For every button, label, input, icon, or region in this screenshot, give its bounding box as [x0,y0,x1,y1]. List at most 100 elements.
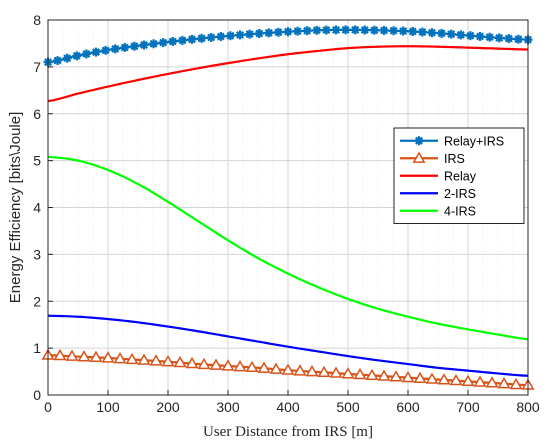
data-point-relay-irs [408,26,418,36]
data-point-relay-irs [513,34,523,44]
data-point-irs [437,373,451,385]
data-point-irs [425,372,439,384]
legend-label-irs: IRS [444,152,465,166]
data-point-relay-irs [139,40,149,50]
data-point-relay-irs [158,38,168,48]
data-point-relay-irs [504,34,514,44]
y-tick-label: 7 [33,59,41,75]
data-point-relay-irs [417,27,427,37]
data-point-irs [185,356,199,369]
data-point-relay-irs [341,25,351,35]
data-point-irs [413,371,427,384]
data-point-relay-irs [485,32,495,42]
data-point-irs [53,348,67,361]
y-tick-label: 0 [33,387,41,403]
data-point-irs [257,361,271,373]
legend-label-2-irs: 2-IRS [444,187,476,201]
data-point-irs [305,364,319,377]
x-tick-label: 500 [336,399,360,415]
data-point-irs [389,370,403,382]
data-point-irs [377,369,391,381]
data-point-irs [281,363,295,375]
x-tick-label: 0 [44,399,52,415]
legend: Relay+IRS IRS Relay 2-IRS 4-IRS [393,127,525,224]
data-point-relay-irs [206,32,216,42]
data-point-relay-irs [177,35,187,45]
series-line-relay [47,45,529,103]
data-point-irs [401,370,415,383]
data-point-irs [125,352,139,365]
data-point-irs [197,357,211,370]
data-point-relay-irs [360,25,370,35]
data-point-relay-irs [456,30,466,40]
data-point-relay-irs [350,25,360,35]
data-point-relay-irs [81,49,91,59]
data-point-relay-irs [72,51,82,61]
y-tick-label: 8 [33,12,41,28]
data-point-irs [245,360,259,373]
data-point-relay-irs [437,28,447,38]
data-point-irs [149,354,163,366]
y-axis-label: Energy Efficiency [bits\Joule] [7,112,24,303]
data-point-irs [461,374,475,387]
data-point-relay-irs [120,43,130,53]
data-point-relay-irs [110,44,120,54]
data-point-relay-irs [225,31,235,41]
legend-label-relay-irs: Relay+IRS [444,134,504,148]
data-point-relay-irs [398,26,408,36]
data-point-relay-irs [321,25,331,35]
data-point-relay-irs [254,29,264,39]
y-tick-label: 4 [33,200,41,216]
data-point-relay-irs [273,27,283,37]
legend-label-relay: Relay [444,169,477,183]
data-point-irs [137,353,151,365]
legend-marker-relay-irs [414,136,424,146]
y-tick-label: 5 [33,153,41,169]
series-layer [41,25,535,390]
x-tick-label: 800 [516,399,540,415]
y-tick-label: 1 [33,340,41,356]
data-point-relay-irs [446,29,456,39]
data-point-relay-irs [494,33,504,43]
data-point-irs [473,375,487,387]
data-point-relay-irs [245,29,255,39]
x-tick-label: 400 [276,399,300,415]
data-point-relay-irs [389,26,399,36]
data-point-irs [485,376,499,388]
data-point-irs [89,350,103,363]
series-line-4-irs [47,155,529,341]
data-point-relay-irs [427,28,437,38]
data-point-relay-irs [331,25,341,35]
x-axis-label: User Distance from IRS [m] [203,424,373,440]
data-point-irs [317,365,331,378]
x-tick-label: 300 [216,399,240,415]
x-tick-label: 700 [456,399,480,415]
data-point-relay-irs [91,47,101,57]
data-point-relay-irs [101,45,111,55]
data-point-relay-irs [475,31,485,41]
data-point-irs [293,364,307,376]
data-point-relay-irs [53,56,63,66]
data-point-relay-irs [264,28,274,38]
data-point-irs [329,366,343,378]
data-point-irs [269,362,283,374]
data-point-irs [161,355,175,367]
data-point-irs [497,376,511,389]
data-point-relay-irs [283,27,293,37]
data-point-relay-irs [197,33,207,43]
x-tick-label: 100 [96,399,120,415]
legend-marker-irs [412,151,426,163]
data-point-irs [365,368,379,381]
data-point-irs [77,350,91,362]
data-point-irs [113,351,127,364]
data-point-relay-irs [369,25,379,35]
data-point-irs [449,373,463,386]
data-point-irs [353,367,367,380]
x-tick-label: 200 [156,399,180,415]
data-point-relay-irs [168,36,178,46]
data-point-irs [221,359,235,371]
data-point-irs [209,358,223,370]
data-point-relay-irs [293,26,303,36]
data-point-relay-irs [129,41,139,51]
